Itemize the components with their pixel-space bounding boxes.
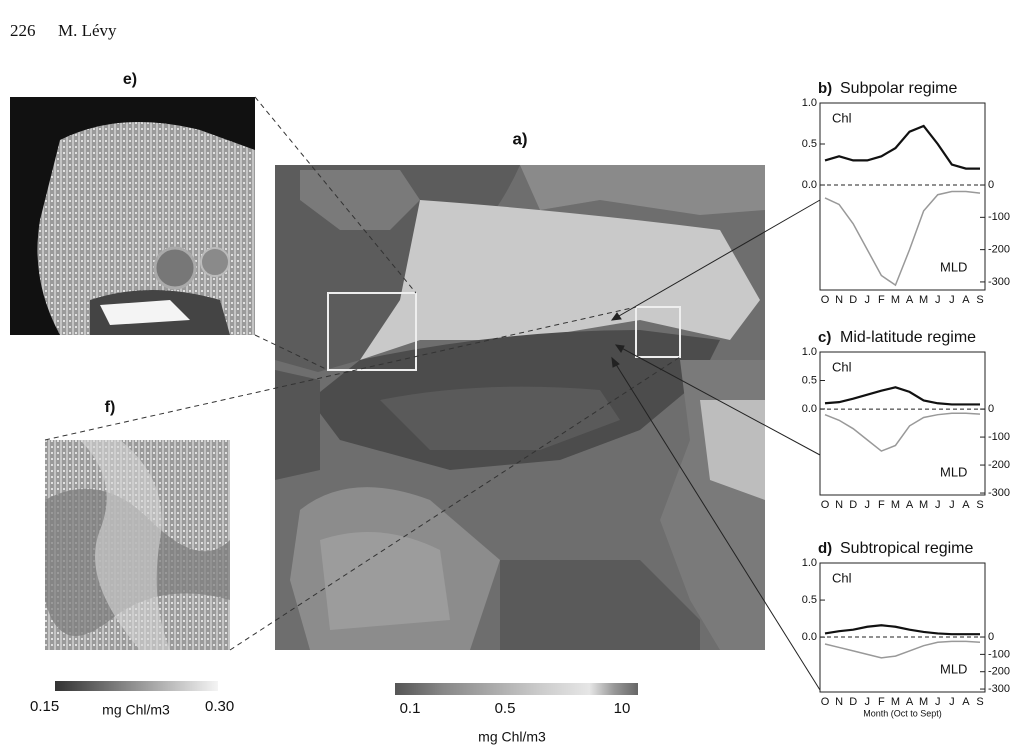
x-tick-label: S: [976, 696, 983, 708]
author: M. Lévy: [58, 21, 117, 40]
x-tick-label: N: [835, 499, 843, 511]
y-tick-label: 1.0: [802, 346, 817, 358]
x-tick-label: O: [821, 294, 830, 306]
y-tick-label: 0.0: [802, 403, 817, 415]
series-label: Chl: [832, 570, 852, 585]
x-tick-label: D: [849, 294, 857, 306]
colorbar-tick: 10: [614, 700, 631, 717]
y-tick-label: 1.0: [802, 557, 817, 569]
series-line: [825, 126, 980, 169]
x-tick-label: M: [891, 696, 900, 708]
y2-tick-label: 0: [988, 403, 994, 415]
y-tick-label: 0.5: [802, 138, 817, 150]
series-line: [825, 413, 980, 451]
x-tick-label: A: [906, 499, 914, 511]
y2-tick-label: -100: [988, 431, 1010, 443]
chart-title: Subpolar regime: [840, 80, 958, 97]
x-tick-label: F: [878, 499, 885, 511]
x-tick-label: O: [821, 696, 830, 708]
x-tick-label: M: [891, 294, 900, 306]
y-tick-label: 1.0: [802, 97, 817, 109]
x-tick-label: A: [906, 294, 914, 306]
colorbar-tick: 0.1: [400, 700, 421, 717]
x-tick-label: J: [935, 696, 941, 708]
x-axis-label: Month (Oct to Sept): [863, 708, 942, 718]
y-tick-label: 0.5: [802, 594, 817, 606]
panel-label: d): [818, 540, 832, 557]
panel-label: e): [123, 71, 137, 88]
y2-tick-label: 0: [988, 179, 994, 191]
x-tick-label: A: [962, 696, 970, 708]
x-tick-label: J: [949, 294, 955, 306]
series-line: [825, 625, 980, 634]
y-tick-label: 0.5: [802, 374, 817, 386]
figure-page: 226 M. Lévy a) e) f): [0, 0, 1030, 751]
panel-label: f): [105, 399, 116, 416]
colorbar-max: 0.30: [205, 698, 234, 715]
colorbar-min: 0.15: [30, 698, 59, 715]
x-tick-label: N: [835, 294, 843, 306]
panel-label: a): [512, 129, 527, 148]
x-tick-label: J: [935, 499, 941, 511]
x-tick-label: F: [878, 696, 885, 708]
y2-tick-label: -100: [988, 211, 1010, 223]
colorbar-unit: mg Chl/m3: [102, 702, 170, 718]
y2-tick-label: -300: [988, 683, 1010, 695]
series-label: MLD: [940, 661, 967, 676]
x-tick-label: O: [821, 499, 830, 511]
y2-tick-label: -300: [988, 487, 1010, 499]
x-tick-label: M: [891, 499, 900, 511]
colorbar-tick: 0.5: [495, 700, 516, 717]
y2-tick-label: -200: [988, 244, 1010, 256]
series-label: MLD: [940, 259, 967, 274]
x-tick-label: M: [919, 696, 928, 708]
series-line: [825, 387, 980, 404]
colorbar-inset: [55, 681, 218, 691]
y2-tick-label: 0: [988, 631, 994, 643]
chart-title: Mid-latitude regime: [840, 329, 976, 346]
map-a: [275, 165, 765, 650]
x-tick-label: M: [919, 499, 928, 511]
x-tick-label: S: [976, 499, 983, 511]
chart-title: Subtropical regime: [840, 540, 974, 557]
colorbar-main: [395, 683, 638, 695]
x-tick-label: A: [962, 294, 970, 306]
x-tick-label: F: [878, 294, 885, 306]
x-tick-label: A: [906, 696, 914, 708]
x-tick-label: M: [919, 294, 928, 306]
y2-tick-label: -200: [988, 666, 1010, 678]
y2-tick-label: -300: [988, 276, 1010, 288]
x-tick-label: A: [962, 499, 970, 511]
series-label: Chl: [832, 110, 852, 125]
series-line: [825, 641, 980, 657]
x-tick-label: D: [849, 696, 857, 708]
page-number: 226: [10, 21, 36, 40]
series-label: MLD: [940, 464, 967, 479]
y2-tick-label: -200: [988, 459, 1010, 471]
series-label: Chl: [832, 359, 852, 374]
y-tick-label: 0.0: [802, 631, 817, 643]
x-tick-label: S: [976, 294, 983, 306]
map-f: [45, 440, 230, 650]
x-tick-label: D: [849, 499, 857, 511]
x-tick-label: J: [949, 696, 955, 708]
x-tick-label: J: [949, 499, 955, 511]
x-tick-label: J: [865, 294, 871, 306]
x-tick-label: J: [865, 696, 871, 708]
page: {"header": {"page_number": "226", "autho…: [0, 0, 1030, 756]
y-tick-label: 0.0: [802, 179, 817, 191]
panel-label: c): [818, 329, 831, 346]
colorbar-unit: mg Chl/m3: [478, 729, 546, 745]
x-tick-label: N: [835, 696, 843, 708]
panel-label: b): [818, 80, 832, 97]
map-e: [10, 97, 255, 335]
y2-tick-label: -100: [988, 648, 1010, 660]
x-tick-label: J: [865, 499, 871, 511]
x-tick-label: J: [935, 294, 941, 306]
